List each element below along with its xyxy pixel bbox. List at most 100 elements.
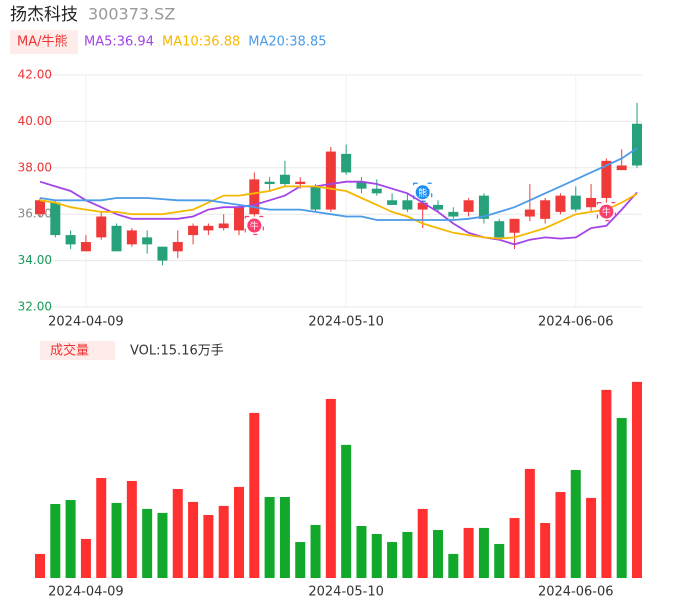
volume-bar bbox=[478, 527, 489, 578]
candle-body bbox=[341, 153, 352, 173]
volume-bar bbox=[570, 469, 581, 578]
candle-body bbox=[234, 207, 244, 231]
volume-bar bbox=[586, 497, 597, 578]
volume-bar bbox=[249, 412, 260, 578]
volume-bar bbox=[96, 477, 107, 578]
candle-body bbox=[111, 225, 122, 252]
candle-body bbox=[402, 200, 413, 210]
volume-bar bbox=[524, 468, 535, 578]
y-tick-label: 36.00 bbox=[18, 207, 52, 221]
candle-body bbox=[509, 218, 520, 233]
candle-body bbox=[310, 186, 321, 210]
volume-title-bg[interactable] bbox=[40, 341, 115, 360]
candle-body bbox=[616, 165, 627, 171]
x-tick-label: 2024-06-06 bbox=[538, 315, 614, 330]
signal-label: 熊 bbox=[418, 187, 427, 199]
candle-body bbox=[172, 242, 183, 252]
signal-badge bbox=[415, 185, 430, 200]
x-tick-label: 2024-04-09 bbox=[48, 585, 124, 600]
candle-body bbox=[65, 235, 76, 245]
volume-bar bbox=[65, 499, 76, 578]
indicator-button-bg[interactable] bbox=[10, 30, 78, 54]
volume-bar bbox=[234, 486, 244, 578]
ma-line bbox=[39, 180, 638, 246]
y-tick-label: 34.00 bbox=[18, 253, 52, 267]
y-tick-label: 40.00 bbox=[18, 114, 52, 128]
volume-bar bbox=[203, 514, 214, 578]
volume-bar bbox=[632, 381, 642, 578]
candle-body bbox=[494, 221, 505, 238]
candle-body bbox=[203, 225, 214, 231]
candle-body bbox=[570, 195, 581, 210]
volume-bar bbox=[463, 527, 474, 578]
volume-bar bbox=[295, 542, 306, 578]
volume-bar bbox=[35, 553, 45, 578]
candle-body bbox=[35, 200, 45, 215]
candle-body bbox=[279, 174, 290, 185]
candle-body bbox=[249, 179, 260, 215]
candle-body bbox=[417, 202, 428, 210]
volume-bar bbox=[402, 531, 413, 578]
volume-bar bbox=[387, 542, 398, 578]
legend-entry: MA5:36.94 bbox=[84, 35, 154, 50]
volume-label: VOL:15.16万手 bbox=[130, 344, 224, 359]
signal-badge bbox=[247, 218, 262, 233]
stock-code: 300373.SZ bbox=[88, 5, 175, 24]
candle-body bbox=[463, 200, 474, 212]
stock-name: 扬杰科技 bbox=[10, 5, 78, 25]
volume-bar bbox=[509, 517, 520, 578]
indicator-button[interactable]: MA/牛熊 bbox=[17, 34, 68, 50]
volume-bar bbox=[111, 502, 122, 578]
signal-frame bbox=[413, 182, 433, 202]
volume-bar bbox=[325, 398, 336, 578]
volume-bar bbox=[172, 488, 183, 578]
candle-body bbox=[157, 246, 168, 261]
volume-bar bbox=[142, 508, 153, 578]
x-tick-label: 2024-05-10 bbox=[308, 585, 384, 600]
volume-title[interactable]: 成交量 bbox=[50, 343, 89, 359]
volume-bar bbox=[601, 389, 612, 578]
candle-body bbox=[80, 242, 91, 252]
volume-bar bbox=[433, 530, 443, 578]
candle-body bbox=[264, 181, 275, 185]
volume-bar bbox=[448, 553, 459, 578]
y-tick-label: 42.00 bbox=[18, 68, 52, 82]
volume-bar bbox=[264, 497, 275, 578]
volume-bar bbox=[494, 543, 505, 578]
legend-entry: MA10:36.88 bbox=[162, 35, 240, 50]
candle-body bbox=[126, 230, 137, 245]
ma-line bbox=[39, 185, 638, 240]
signal-label: 牛 bbox=[250, 220, 259, 232]
candle-body bbox=[601, 160, 612, 198]
volume-bar bbox=[50, 503, 61, 578]
volume-bar bbox=[417, 508, 428, 578]
candle-body bbox=[96, 216, 107, 238]
volume-bar bbox=[310, 524, 321, 578]
volume-bar bbox=[616, 417, 627, 578]
legend-entry: MA20:38.85 bbox=[248, 35, 326, 50]
volume-bar bbox=[80, 538, 91, 578]
volume-bar bbox=[126, 480, 137, 578]
candle-body bbox=[325, 151, 336, 210]
volume-bar bbox=[157, 512, 168, 578]
signal-badge bbox=[599, 204, 614, 219]
candle-body bbox=[387, 200, 398, 205]
y-tick-label: 38.00 bbox=[18, 160, 52, 174]
candle-body bbox=[371, 188, 382, 194]
x-tick-label: 2024-06-06 bbox=[538, 585, 614, 600]
candle-body bbox=[448, 211, 459, 217]
candle-body bbox=[632, 123, 642, 166]
volume-bar bbox=[540, 523, 551, 578]
volume-bar bbox=[356, 525, 367, 578]
candle-body bbox=[540, 200, 551, 219]
x-tick-label: 2024-05-10 bbox=[308, 315, 384, 330]
candle-body bbox=[586, 197, 597, 208]
x-tick-label: 2024-04-09 bbox=[48, 315, 124, 330]
candle-body bbox=[524, 209, 535, 217]
volume-bar bbox=[279, 497, 290, 578]
signal-label: 牛 bbox=[602, 206, 611, 218]
ma-line bbox=[39, 147, 638, 221]
y-tick-label: 32.00 bbox=[18, 300, 52, 314]
signal-frame bbox=[596, 202, 616, 222]
